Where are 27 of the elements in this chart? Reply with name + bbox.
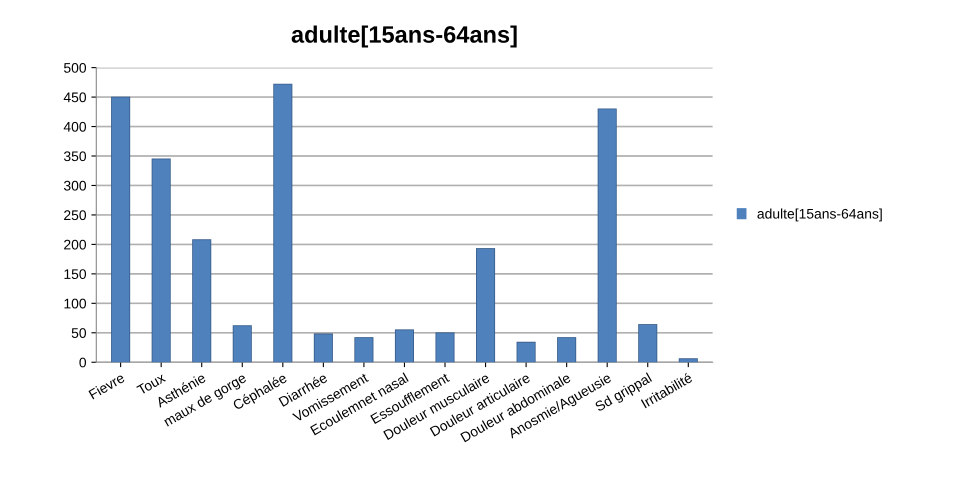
bar [638, 324, 658, 362]
y-tick-label: 250 [64, 210, 86, 220]
chart-title: adulte[15ans-64ans] [292, 26, 517, 48]
bar [435, 332, 455, 362]
bar [598, 108, 617, 362]
y-tick-label: 0 [79, 358, 86, 368]
legend-label: adulte[15ans-64ans] [757, 208, 882, 222]
bar [394, 329, 414, 362]
bar [557, 337, 576, 362]
bar [232, 325, 252, 362]
y-tick-label: 300 [64, 180, 86, 191]
y-tick-label: 150 [64, 269, 86, 280]
bar [273, 84, 292, 362]
y-tick-label: 50 [72, 328, 86, 338]
y-tick-label: 200 [64, 240, 86, 250]
y-tick-label: 400 [64, 122, 86, 132]
y-tick-label: 450 [64, 92, 86, 102]
y-tick-label: 100 [64, 298, 86, 308]
bar [192, 239, 212, 362]
bar [476, 248, 496, 362]
bar [314, 334, 333, 362]
y-tick-label: 500 [64, 62, 86, 73]
y-tick-label: 350 [64, 151, 86, 162]
bar [152, 158, 171, 362]
bar [111, 96, 130, 362]
bar [516, 342, 536, 362]
bar [354, 337, 374, 362]
